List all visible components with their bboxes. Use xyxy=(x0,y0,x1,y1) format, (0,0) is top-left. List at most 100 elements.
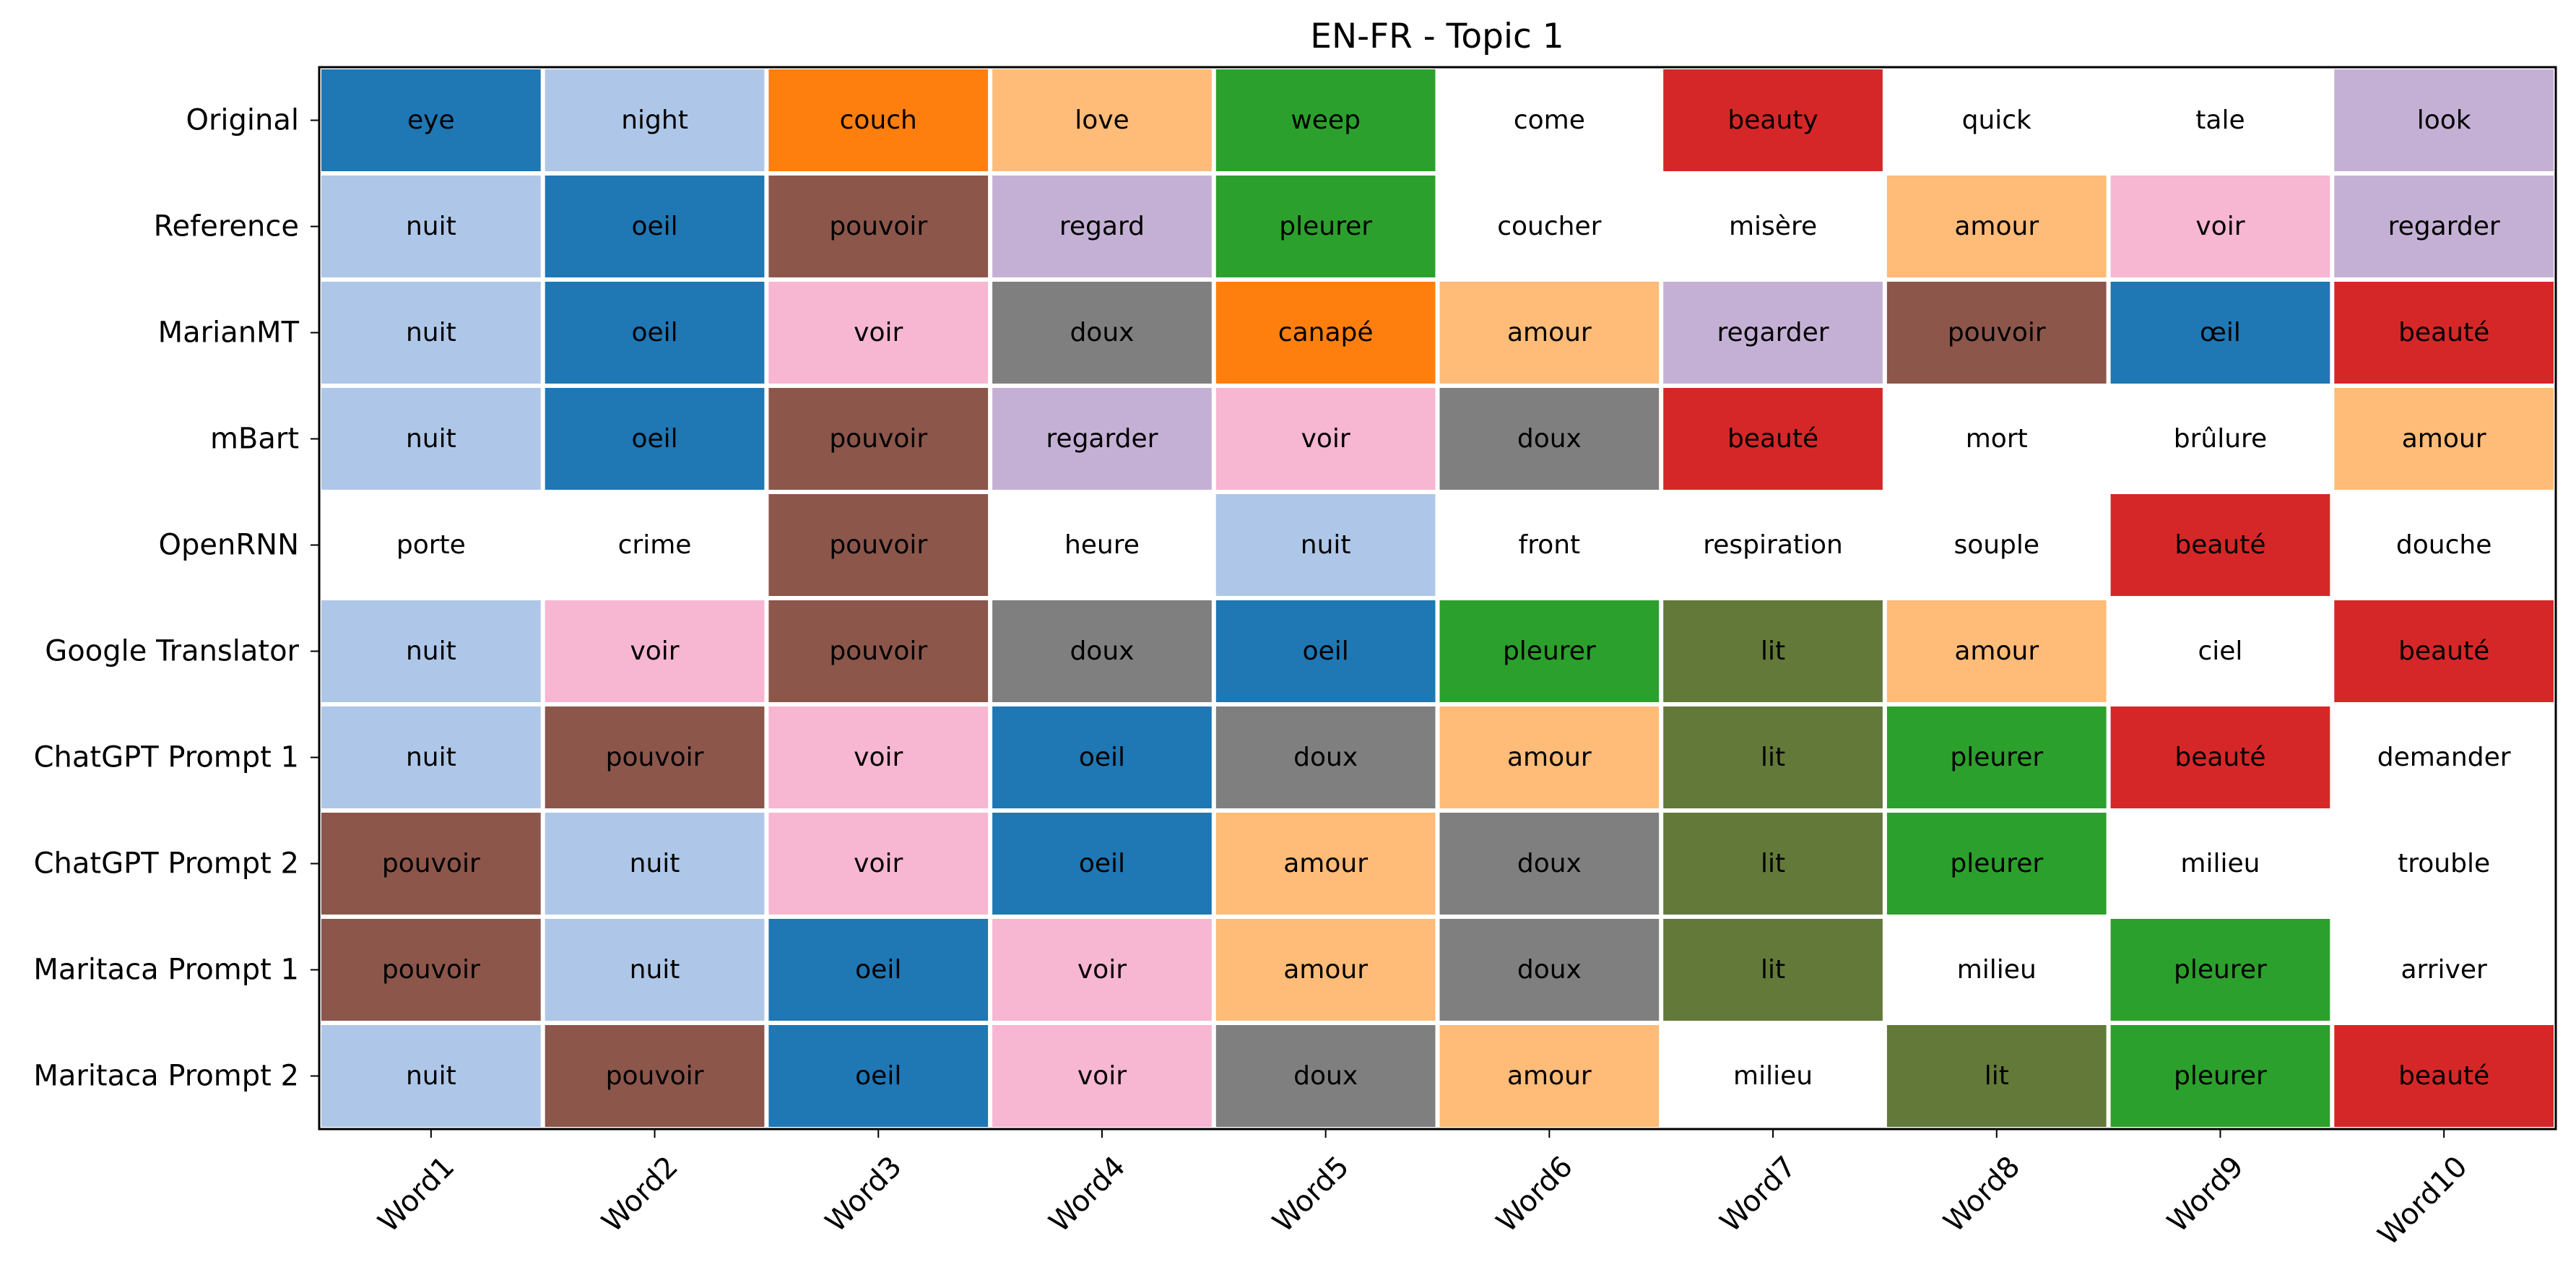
cell-label: amour xyxy=(1283,955,1368,985)
heatmap-cell xyxy=(1663,176,1883,277)
heatmap-cell xyxy=(2110,919,2330,1021)
heatmap-cell xyxy=(992,282,1212,384)
cell-label: oeil xyxy=(631,212,677,241)
heatmap-cell xyxy=(992,388,1212,490)
cell-label: voir xyxy=(854,743,903,772)
cell-label: pleurer xyxy=(1503,636,1596,666)
heatmap-cell xyxy=(321,600,541,702)
cell-label: nuit xyxy=(406,318,456,347)
cell-label: respiration xyxy=(1703,530,1843,560)
heatmap-cell xyxy=(2110,176,2330,277)
heatmap-cell xyxy=(321,282,541,384)
cell-label: amour xyxy=(1507,318,1592,347)
heatmap-cell xyxy=(992,813,1212,915)
heatmap-cell xyxy=(545,600,765,702)
heatmap-cell xyxy=(1215,919,1436,1021)
heatmap-cell xyxy=(1663,388,1883,490)
cell-label: nuit xyxy=(406,212,456,241)
heatmap-cell xyxy=(768,813,989,915)
cell-label: pleurer xyxy=(1279,212,1372,241)
cell-label: nuit xyxy=(1301,530,1351,560)
heatmap-cell xyxy=(1663,600,1883,702)
heatmap-cell xyxy=(1886,1025,2107,1127)
row-label: ChatGPT Prompt 1 xyxy=(34,741,299,774)
cell-label: couch xyxy=(840,105,917,135)
cell-label: voir xyxy=(1301,424,1350,454)
heatmap-cell xyxy=(1886,494,2107,596)
heatmap-cell xyxy=(545,176,765,277)
heatmap-cell xyxy=(1663,282,1883,384)
cell-label: mort xyxy=(1966,424,2028,454)
cell-label: doux xyxy=(1293,1061,1358,1091)
heatmap-cell xyxy=(2110,600,2330,702)
heatmap-cell xyxy=(545,1025,765,1127)
cell-label: nuit xyxy=(406,636,456,666)
heatmap-cell xyxy=(2110,282,2330,384)
heatmap-cell xyxy=(1663,69,1883,171)
row-label: OpenRNN xyxy=(159,529,299,562)
heatmap-cell xyxy=(992,1025,1212,1127)
cell-label: regard xyxy=(1059,212,1145,241)
heatmap-cell xyxy=(768,176,989,277)
heatmap-cell xyxy=(2334,600,2554,702)
cell-label: oeil xyxy=(1079,743,1125,772)
row-label: Maritaca Prompt 1 xyxy=(33,954,299,987)
cell-label: front xyxy=(1519,530,1581,560)
heatmap-cell xyxy=(321,176,541,277)
heatmap-cell xyxy=(545,706,765,808)
column-label: Word4 xyxy=(1043,1150,1132,1239)
row-label: Maritaca Prompt 2 xyxy=(33,1060,299,1093)
heatmap-cell xyxy=(2110,388,2330,490)
heatmap-cell xyxy=(1439,919,1660,1021)
cell-label: coucher xyxy=(1497,212,1601,241)
heatmap-cell xyxy=(992,69,1212,171)
cell-label: doux xyxy=(1293,743,1358,772)
cell-label: pouvoir xyxy=(829,530,927,560)
heatmap-cell xyxy=(992,706,1212,808)
heatmap-cell xyxy=(2110,69,2330,171)
heatmap-cell xyxy=(1215,1025,1436,1127)
column-label: Word7 xyxy=(1714,1150,1803,1239)
cell-label: amour xyxy=(1507,1061,1592,1091)
heatmap-cell xyxy=(2334,69,2554,171)
cell-label: heure xyxy=(1064,530,1140,560)
cell-label: regarder xyxy=(1717,318,1829,347)
cell-label: doux xyxy=(1070,318,1134,347)
cell-label: souple xyxy=(1953,530,2039,560)
cell-label: pouvoir xyxy=(829,636,927,666)
heatmap-cell xyxy=(2110,813,2330,915)
heatmap-cell xyxy=(768,69,989,171)
heatmap-cell xyxy=(1439,69,1660,171)
cell-label: beauté xyxy=(2174,743,2265,772)
heatmap-cell xyxy=(768,706,989,808)
cell-label: lit xyxy=(1761,849,1785,878)
heatmap-cell xyxy=(1215,600,1436,702)
heatmap-cell xyxy=(1439,706,1660,808)
cell-label: oeil xyxy=(1303,636,1349,666)
cell-label: lit xyxy=(1985,1061,2009,1091)
column-label: Word1 xyxy=(372,1150,461,1239)
cell-label: beauté xyxy=(2398,318,2489,347)
cell-label: amour xyxy=(1283,849,1368,878)
cell-label: beauté xyxy=(2398,636,2489,666)
cell-label: ciel xyxy=(2198,636,2242,666)
cell-label: look xyxy=(2417,105,2471,135)
cell-label: voir xyxy=(854,849,903,878)
plot-border xyxy=(318,66,2557,1131)
heatmap-cell xyxy=(1439,600,1660,702)
heatmap-cell xyxy=(2334,1025,2554,1127)
row-label: Original xyxy=(186,104,299,137)
cell-label: amour xyxy=(2402,424,2486,454)
heatmap-cell xyxy=(768,600,989,702)
heatmap-cell xyxy=(1663,813,1883,915)
cell-label: nuit xyxy=(630,955,680,985)
cell-label: amour xyxy=(1954,212,2039,241)
cell-label: demander xyxy=(2377,743,2511,772)
heatmap-cell xyxy=(545,813,765,915)
column-label: Word6 xyxy=(1491,1150,1579,1239)
heatmap-cell xyxy=(321,388,541,490)
row-label: Google Translator xyxy=(45,635,299,668)
heatmap-cell xyxy=(2334,494,2554,596)
cell-label: voir xyxy=(854,318,903,347)
cell-label: canapé xyxy=(1278,318,1374,347)
